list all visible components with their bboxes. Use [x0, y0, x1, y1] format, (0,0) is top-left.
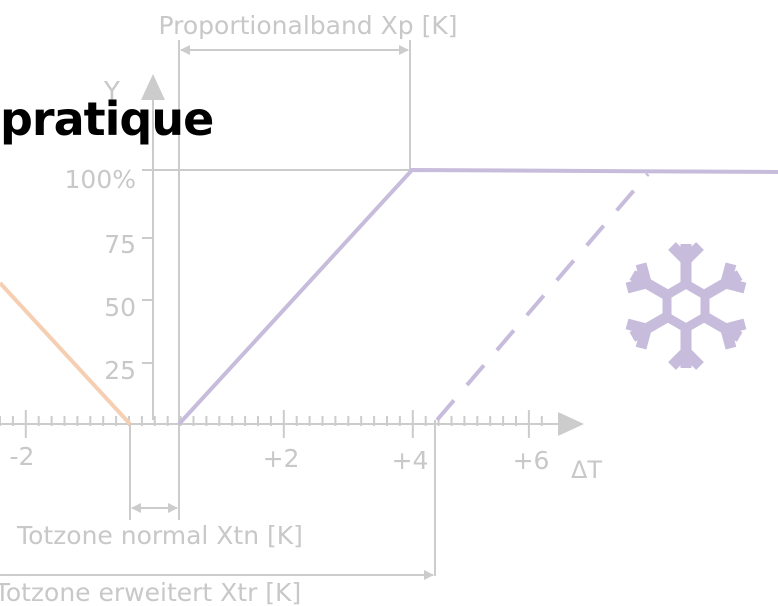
x-tick-label: +6 — [513, 446, 550, 475]
y-tick-label: 75 — [104, 230, 136, 259]
page-heading: pratique — [0, 92, 214, 146]
cooling-curve-extended — [435, 172, 650, 422]
deadzone-normal-label: Totzone normal Xtn [K] — [16, 521, 303, 550]
cooling-curve — [177, 167, 778, 426]
y-axis-label: Y — [103, 77, 120, 107]
x-tick-label: +4 — [392, 446, 429, 475]
heating-curve — [0, 281, 132, 426]
proportional-band-label: Proportionalband Xp [K] — [159, 11, 458, 40]
y-tick-label: 50 — [104, 293, 136, 322]
y-tick-label: 100% — [65, 165, 136, 194]
y-axis-arrow — [141, 74, 165, 100]
x-tick-label: -2 — [10, 442, 35, 471]
x-axis-label: ΔT — [571, 456, 602, 484]
x-tick-label: +2 — [263, 444, 300, 473]
deadzone-extended-label: Totzone erweitert Xtr [K] — [0, 578, 301, 606]
snowflake-icon — [625, 242, 747, 370]
y-tick-label: 25 — [104, 356, 136, 385]
x-axis-arrow — [558, 412, 584, 436]
